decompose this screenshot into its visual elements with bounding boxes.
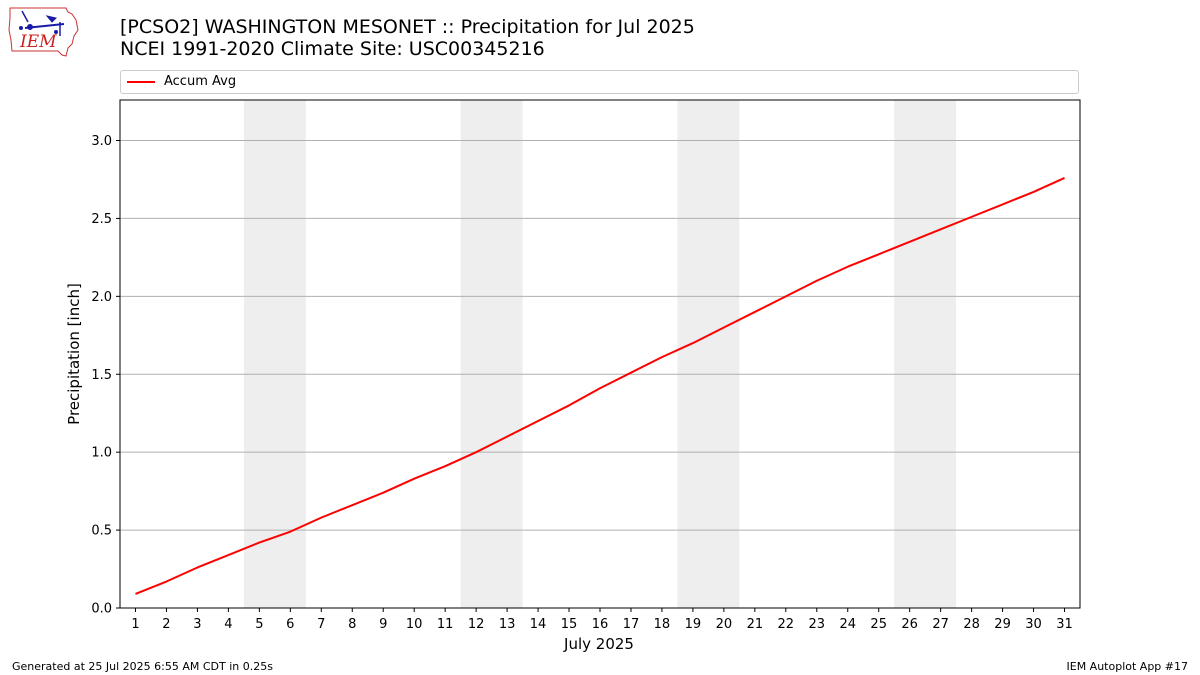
chart-title-line1: [PCSO2] WASHINGTON MESONET :: Precipitat… [120,16,695,38]
x-tick-label: 7 [317,617,325,632]
series-lines [135,176,1065,595]
weekend-band-4 [894,100,957,608]
chart-title-line2: NCEI 1991-2020 Climate Site: USC00345216 [120,38,545,60]
x-axis-ticks: 1 2 3 4 5 6 7 8 9 10 11 12 13 14 15 16 17 18 19 20 21 22 23 24 2… [131,608,1073,632]
y-axis-label: Precipitation [inch] [65,283,83,425]
y-tick-label: 2.5 [91,212,112,227]
x-tick-label: 29 [994,617,1011,632]
x-tick-label: 19 [685,617,702,632]
x-tick-label: 3 [193,617,201,632]
legend-swatch-accum-avg [127,81,155,83]
weekend-bands [243,100,957,608]
x-tick-label: 8 [348,617,356,632]
x-tick-label: 16 [592,617,609,632]
x-tick-label: 24 [839,617,856,632]
x-tick-label: 1 [131,617,139,632]
x-tick-label: 18 [654,617,671,632]
x-tick-label: 28 [963,617,980,632]
y-tick-label: 0.5 [91,524,112,539]
y-tick-label: 2.0 [91,290,112,305]
y-tick-label: 0.0 [91,602,112,617]
weekend-band-2 [460,100,523,608]
x-tick-label: 20 [716,617,733,632]
x-tick-label: 4 [224,617,232,632]
weekend-band-3 [677,100,740,608]
x-axis-label: July 2025 [563,635,634,653]
x-tick-label: 15 [561,617,578,632]
x-tick-label: 25 [870,617,887,632]
x-tick-label: 27 [932,617,949,632]
grid-lines [120,140,1080,531]
x-tick-label: 5 [255,617,263,632]
x-tick-label: 31 [1056,617,1073,632]
weather-instruments-icon [19,10,65,36]
x-tick-label: 30 [1025,617,1042,632]
x-tick-label: 22 [778,617,795,632]
y-tick-label: 1.5 [91,368,112,383]
chart-title: [PCSO2] WASHINGTON MESONET :: Precipitat… [120,16,695,60]
legend-label-accum-avg: Accum Avg [164,74,237,89]
weekend-band-1 [243,100,306,608]
x-tick-label: 10 [406,617,423,632]
x-tick-label: 6 [286,617,294,632]
iem-logo: IEM [8,7,79,57]
x-tick-label: 12 [468,617,485,632]
x-tick-label: 23 [809,617,826,632]
footer-generated: Generated at 25 Jul 2025 6:55 AM CDT in … [12,660,273,673]
x-tick-label: 21 [747,617,764,632]
x-tick-label: 17 [623,617,640,632]
y-tick-label: 1.0 [91,446,112,461]
iem-logo-text: IEM [19,32,57,52]
x-tick-label: 2 [162,617,170,632]
y-tick-label: 3.0 [91,134,112,149]
x-tick-label: 26 [901,617,918,632]
chart-legend: Accum Avg [120,70,1079,94]
x-tick-label: 11 [437,617,454,632]
x-tick-label: 14 [530,617,547,632]
series-line-accum-avg [135,176,1065,595]
x-tick-label: 9 [379,617,387,632]
footer-app-id: IEM Autoplot App #17 [1066,660,1189,673]
x-tick-label: 13 [499,617,516,632]
y-axis-ticks: 0.0 0.5 1.0 1.5 2.0 2.5 3.0 [91,134,120,617]
